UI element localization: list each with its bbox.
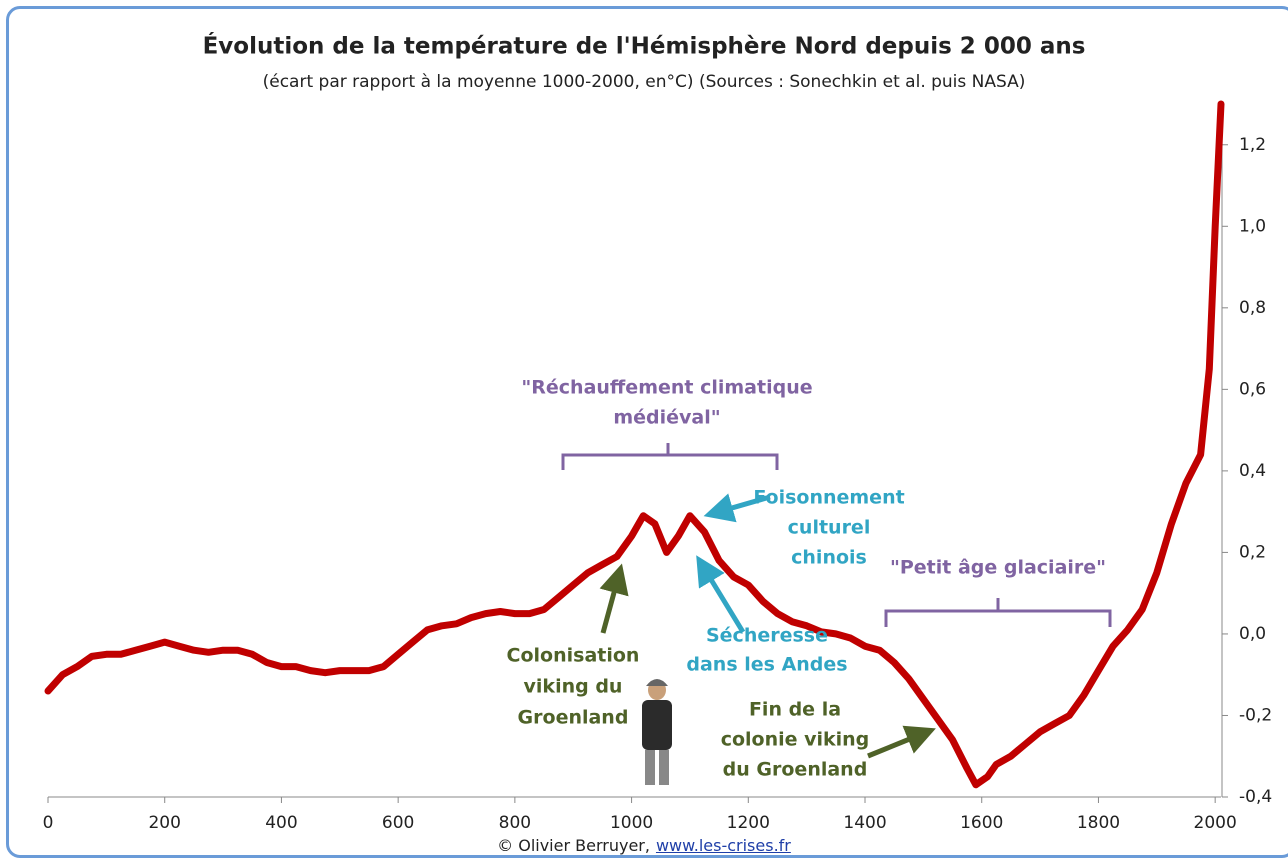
x-tick-label: 2000: [1194, 813, 1237, 833]
y-tick-label: 0,6: [1239, 379, 1266, 399]
y-tick-label: 1,0: [1239, 216, 1266, 236]
annotation: du Groenland: [723, 759, 868, 781]
annotation: Colonisation: [507, 645, 640, 667]
chart-subtitle: (écart par rapport à la moyenne 1000-200…: [263, 72, 1026, 92]
y-tick-label: 0,4: [1239, 461, 1266, 481]
footer-text: © Olivier Berruyer,: [497, 836, 650, 855]
page: Évolution de la température de l'Hémisph…: [0, 0, 1288, 868]
annotation: viking du: [524, 676, 623, 698]
chart-title: Évolution de la température de l'Hémisph…: [203, 32, 1086, 60]
footer: © Olivier Berruyer, www.les-crises.fr: [0, 836, 1288, 855]
annotation: dans les Andes: [686, 654, 847, 676]
data-line: [48, 104, 1221, 785]
x-tick-label: 1600: [960, 813, 1003, 833]
x-tick-label: 1000: [610, 813, 653, 833]
viking-figure: [642, 679, 672, 785]
y-tick-label: -0,4: [1239, 787, 1272, 807]
annotation: médiéval": [613, 407, 720, 429]
y-tick-label: 0,0: [1239, 624, 1266, 644]
footer-link[interactable]: www.les-crises.fr: [656, 836, 791, 855]
x-tick-label: 0: [43, 813, 54, 833]
y-tick-label: 1,2: [1239, 135, 1266, 155]
annotation: Fin de la: [749, 699, 841, 721]
x-tick-label: 1200: [727, 813, 770, 833]
annotation: Groenland: [518, 707, 629, 729]
x-tick-label: 1400: [843, 813, 886, 833]
y-tick-label: 0,2: [1239, 542, 1266, 562]
x-tick-label: 800: [499, 813, 531, 833]
annotation: colonie viking: [721, 729, 870, 751]
annotation: "Petit âge glaciaire": [890, 557, 1106, 579]
y-tick-label: 0,8: [1239, 298, 1266, 318]
x-tick-label: 400: [265, 813, 297, 833]
annotation: "Réchauffement climatique: [521, 377, 812, 399]
annotation: Foisonnement: [753, 487, 904, 509]
chart: Évolution de la température de l'Hémisph…: [0, 0, 1288, 868]
x-tick-label: 600: [382, 813, 414, 833]
annotation: Sécheresse: [706, 625, 828, 647]
y-tick-label: -0,2: [1239, 705, 1272, 725]
annotation: culturel: [788, 517, 871, 539]
x-tick-label: 200: [148, 813, 180, 833]
x-tick-label: 1800: [1077, 813, 1120, 833]
annotation: chinois: [791, 547, 867, 569]
